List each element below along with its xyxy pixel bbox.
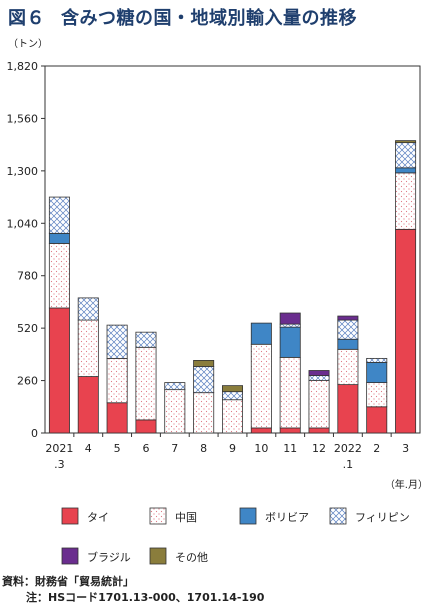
bar-segment — [366, 382, 388, 408]
plot-frame — [44, 65, 421, 434]
y-tick-label: 1,560 — [7, 112, 39, 125]
y-tick-label: 1,300 — [7, 165, 39, 178]
bars — [48, 140, 417, 434]
legend-label: タイ — [87, 511, 109, 524]
bar-segment — [106, 357, 128, 404]
x-tick-label: 11 — [283, 442, 297, 455]
bar-segment — [48, 232, 70, 244]
y-tick-label: 0 — [31, 427, 38, 440]
bar-segment — [337, 338, 359, 350]
legend-swatch — [329, 507, 347, 525]
bar-segment — [77, 376, 99, 434]
bar-segment — [279, 427, 301, 434]
legend-swatch — [61, 547, 79, 565]
bar-segment — [193, 366, 215, 394]
bar-segment — [106, 324, 128, 359]
y-axis-label: （トン） — [8, 38, 48, 50]
bar-segment — [337, 348, 359, 386]
bar-segment — [164, 382, 186, 391]
x-tick-label: 2021 — [45, 442, 73, 455]
figure-number: 図６ — [8, 8, 45, 29]
bar-segment — [222, 399, 243, 434]
bar-segment — [395, 140, 417, 144]
source-note: 資料：財務省「貿易統計」 注：HSコード1701.13-000、1701.14-… — [2, 574, 264, 606]
bar-segment — [366, 357, 388, 363]
bar-segment — [308, 380, 330, 429]
legend-label: その他 — [175, 551, 208, 564]
chart-title: 図６ 含みつ糖の国・地域別輸入量の推移 — [8, 4, 428, 34]
x-tick-label: 3 — [402, 442, 409, 455]
bar-segment — [366, 362, 388, 383]
bar-segment — [135, 346, 157, 421]
x-tick-label: 8 — [200, 442, 207, 455]
x-tick-label: 4 — [85, 442, 92, 455]
bar-segment — [279, 356, 301, 429]
x-axis-label: （年.月） — [385, 478, 428, 491]
bar-segment — [48, 307, 70, 434]
x-tick-label: 7 — [171, 442, 178, 455]
legend-label: ボリビア — [265, 511, 309, 524]
bar-segment — [164, 389, 186, 434]
bar-segment — [308, 370, 330, 376]
figure-title-text: 含みつ糖の国・地域別輸入量の推移 — [61, 8, 357, 29]
bar-segment — [135, 419, 157, 434]
y-tick-label: 520 — [17, 322, 38, 335]
bar-segment — [193, 392, 215, 434]
bar-segment — [337, 315, 359, 321]
x-tick-label: 6 — [142, 442, 149, 455]
bar-segment — [222, 391, 243, 401]
legend-label: ブラジル — [87, 550, 131, 564]
bar-segment — [395, 167, 417, 174]
bar-segment — [250, 427, 272, 434]
x-tick-label: 2 — [373, 442, 380, 455]
legend-label: フィリピン — [355, 511, 410, 524]
bar-segment — [337, 384, 359, 434]
bar-segment — [77, 319, 99, 377]
bar-segment — [250, 322, 272, 345]
bar-segment — [222, 385, 243, 393]
legend-swatch — [61, 507, 79, 525]
bar-segment — [337, 319, 359, 340]
x-tick-label: 10 — [254, 442, 268, 455]
bar-segment — [77, 297, 99, 321]
note-line: 注：HSコード1701.13-000、1701.14-190 — [26, 591, 265, 604]
bar-segment — [308, 427, 330, 434]
source-line: 資料：財務省「貿易統計」 — [2, 575, 134, 588]
x-tick-label: .3 — [54, 458, 65, 471]
legend-swatch — [149, 507, 167, 525]
bar-segment — [106, 402, 128, 434]
y-tick-label: 260 — [17, 375, 38, 388]
bar-segment — [279, 326, 301, 358]
stacked-bar-chart: （トン） 0 260 520 780 1,040 1,300 1,560 1,820 2021 .3… — [7, 38, 428, 565]
bar-segment — [395, 228, 417, 434]
bar-segment — [193, 360, 215, 367]
x-tick-label: 5 — [114, 442, 121, 455]
bar-segment — [48, 196, 70, 234]
x-tick-label: .1 — [343, 458, 354, 471]
y-tick-label: 1,820 — [7, 60, 39, 73]
y-tick-label: 1,040 — [7, 217, 39, 230]
legend-label: 中国 — [175, 511, 197, 524]
bar-segment — [250, 343, 272, 429]
bar-segment — [279, 312, 301, 325]
x-tick-label: 12 — [312, 442, 326, 455]
bar-segment — [395, 172, 417, 230]
bar-segment — [279, 323, 301, 328]
y-tick-label: 780 — [17, 270, 38, 283]
bar-segment — [308, 375, 330, 381]
x-tick-label: 9 — [229, 442, 236, 455]
legend-swatch — [149, 547, 167, 565]
bar-segment — [48, 243, 70, 309]
bar-segment — [366, 406, 388, 434]
legend-swatch — [239, 507, 257, 525]
x-tick-label: 2022 — [334, 442, 362, 455]
bar-segment — [135, 331, 157, 348]
bar-segment — [395, 142, 417, 169]
